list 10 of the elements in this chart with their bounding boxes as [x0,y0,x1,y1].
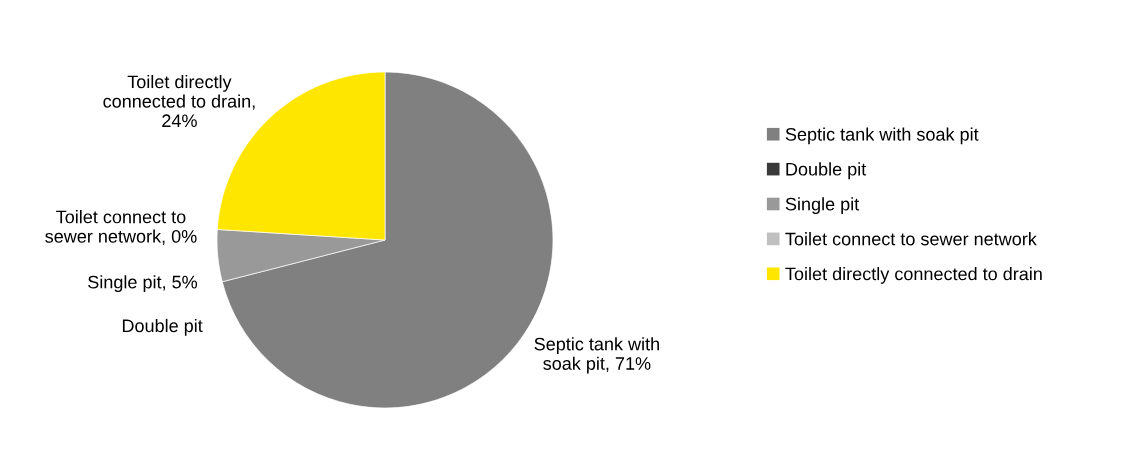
text: Double pit [122,318,203,336]
legend-label: Single pit [785,197,860,215]
data-label: Toilet directly connected to drain, 24% [103,74,255,128]
data-label: Septic tank with soak pit, 71% [534,337,659,374]
data-label: Single pit, 5% [88,275,198,293]
legend-label: Toilet directly connected to drain [785,267,1042,284]
legend-label: Double pit [786,162,867,180]
legend-label: Toilet connect to sewer network [785,232,1037,246]
legend-label: Septic tank with soak pit [785,127,979,145]
text: Toilet connect to sewer network, 0% [45,210,197,245]
